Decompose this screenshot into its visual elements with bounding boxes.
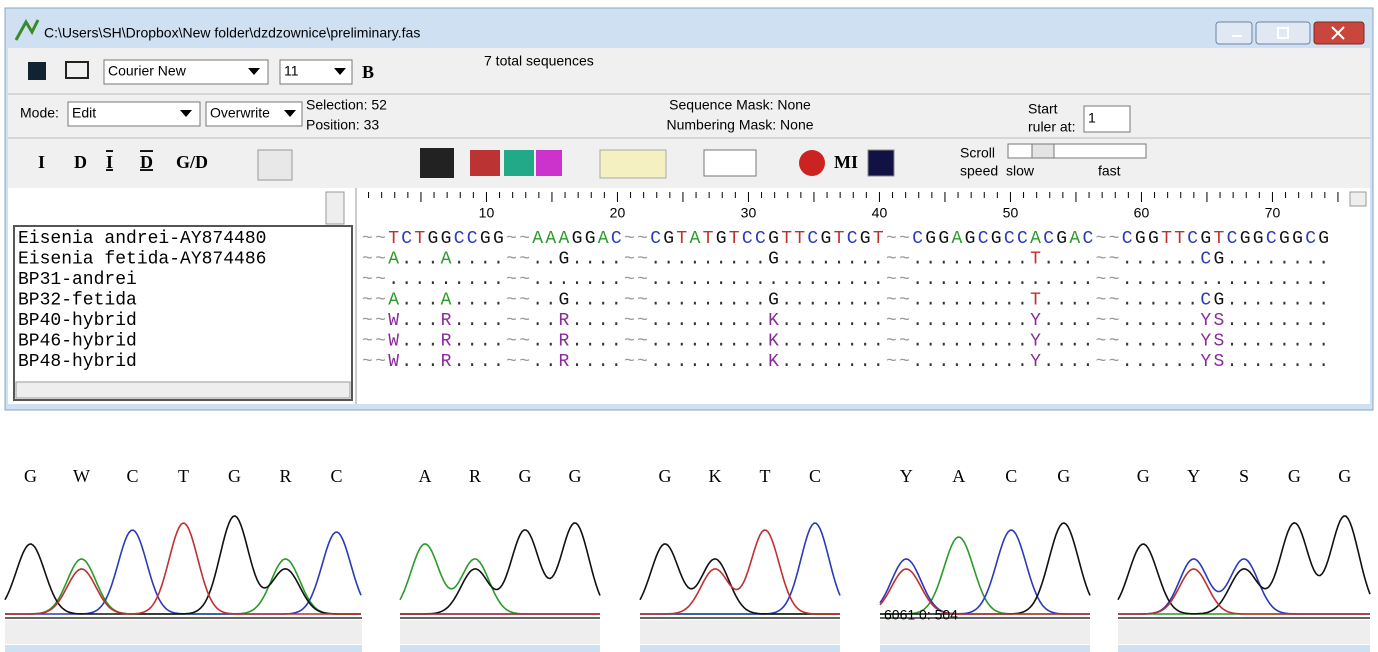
sequence-name: BP31-andrei [18, 270, 137, 290]
screenshot: C:\Users\SH\Dropbox\New folder\dzdzownic… [0, 0, 1378, 652]
base-call: G [1057, 466, 1070, 486]
base-call: G [228, 466, 241, 486]
base-call: R [469, 466, 481, 486]
font-size: 11 [284, 63, 299, 79]
selection: Selection: 52 [306, 97, 387, 113]
base-call: G [1338, 466, 1351, 486]
trace-panel [880, 520, 1090, 620]
base-call: C [126, 466, 138, 486]
base-call: Y [1187, 466, 1200, 486]
sequence-name: Eisenia andrei-AY874480 [18, 229, 266, 249]
tool-button[interactable]: D [74, 152, 87, 172]
overwrite-value: Overwrite [210, 105, 270, 121]
base-call: W [73, 466, 90, 486]
position: Position: 33 [306, 117, 379, 133]
base-call: G [1288, 466, 1301, 486]
base-call: K [709, 466, 722, 486]
base-call: C [1005, 466, 1017, 486]
base-call: R [279, 466, 291, 486]
ruler-label: 10 [479, 205, 495, 221]
speed-slider[interactable] [1008, 144, 1146, 158]
sequence-mask: Sequence Mask: None [669, 97, 811, 113]
speed-label: speed [960, 163, 998, 179]
base-call: C [330, 466, 342, 486]
ruler-label: 50 [1003, 205, 1019, 221]
sequence-name: BP46-hybrid [18, 331, 137, 351]
trace-bar [5, 645, 362, 652]
mode-value: Edit [72, 105, 96, 121]
trace-bar [640, 645, 840, 652]
ruler-label: 30 [741, 205, 757, 221]
tool-button[interactable]: D [140, 152, 153, 172]
ruler-label: 60 [1134, 205, 1150, 221]
sequence-name: BP48-hybrid [18, 352, 137, 372]
numbering-mask: Numbering Mask: None [666, 117, 813, 133]
minimize-button[interactable] [1216, 22, 1252, 44]
sequence-name: BP40-hybrid [18, 311, 137, 331]
trace-footer [880, 620, 1090, 644]
base-call: G [1137, 466, 1150, 486]
ruler-start-value: 1 [1088, 110, 1096, 126]
base-call: A [952, 466, 965, 486]
base-call: T [760, 466, 771, 486]
base-call: G [569, 466, 582, 486]
trace-overlay: 6061 0: 504 [884, 607, 958, 623]
ruler-label: 40 [872, 205, 888, 221]
maximize-button[interactable] [1256, 22, 1310, 44]
base-call: T [178, 466, 189, 486]
trace-bar [400, 645, 600, 652]
base-call: G [24, 466, 37, 486]
mode-label: Mode: [20, 105, 59, 121]
sequence-count: 7 total sequences [484, 53, 594, 69]
tool-button[interactable]: I [106, 152, 113, 172]
scroll-label: Scroll [960, 145, 995, 161]
ruler-label: ruler at: [1028, 119, 1075, 135]
tool-button[interactable]: MI [834, 152, 858, 172]
save-icon[interactable] [28, 62, 46, 80]
font-name: Courier New [108, 63, 187, 79]
trace-panel [1118, 520, 1370, 620]
base-call: A [419, 466, 432, 486]
ruler-label: 70 [1265, 205, 1281, 221]
trace-footer [1118, 620, 1370, 644]
names-scrollbar[interactable] [16, 382, 350, 398]
trace-footer [5, 620, 362, 644]
base-call: G [659, 466, 672, 486]
tool-button[interactable]: G/D [176, 152, 208, 172]
ruler-label: 20 [610, 205, 626, 221]
window-title: C:\Users\SH\Dropbox\New folder\dzdzownic… [44, 25, 420, 41]
trace-bar [1118, 645, 1370, 652]
sequence-name: Eisenia fetida-AY874486 [18, 249, 266, 269]
trace-bar [880, 645, 1090, 652]
base-call: Y [900, 466, 913, 486]
base-call: S [1239, 466, 1249, 486]
trace-footer [640, 620, 840, 644]
base-call: G [519, 466, 532, 486]
sequence-name: BP32-fetida [18, 290, 137, 310]
fast-label: fast [1098, 163, 1121, 179]
start-label: Start [1028, 101, 1058, 117]
trace-footer [400, 620, 600, 644]
base-call: C [809, 466, 821, 486]
trace-panel [640, 520, 840, 620]
slow-label: slow [1006, 163, 1035, 179]
trace-panel [400, 520, 600, 620]
bold-button[interactable]: B [362, 62, 374, 82]
tool-button[interactable]: I [38, 152, 45, 172]
